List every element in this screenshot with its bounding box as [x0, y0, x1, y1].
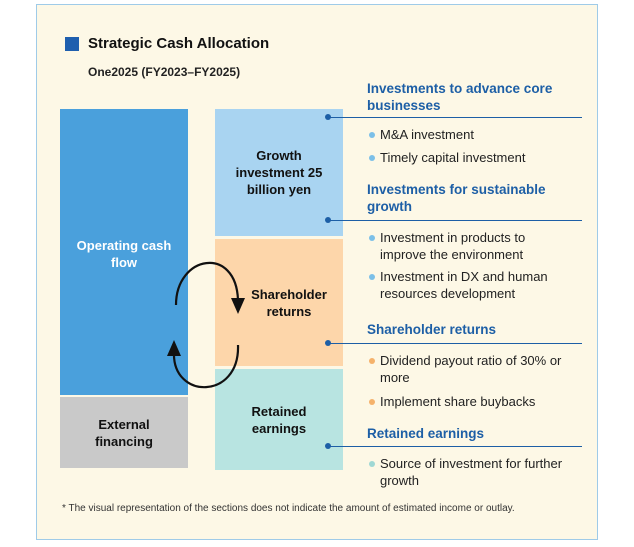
section-dot	[325, 114, 331, 120]
section-dot	[325, 340, 331, 346]
bullet-text: Dividend payout ratio of 30% or more	[380, 353, 562, 385]
bullet-dot	[369, 399, 375, 405]
arrowhead	[231, 298, 245, 314]
title: Strategic Cash Allocation	[88, 35, 270, 52]
bullet-text: Source of investment for further growth	[380, 456, 563, 488]
section-rule	[328, 343, 582, 344]
section-rule	[328, 446, 582, 447]
source-box: External financing	[60, 397, 188, 468]
bullet-dot	[369, 274, 375, 280]
section-heading: Retained earnings	[367, 426, 485, 441]
section-heading: Investments for sustainable growth	[367, 182, 546, 214]
footnote: * The visual representation of the secti…	[62, 503, 515, 514]
section-rule	[328, 220, 582, 221]
bullet-dot	[369, 235, 375, 241]
bullet-dot	[369, 461, 375, 467]
subtitle: One2025 (FY2023–FY2025)	[88, 65, 241, 79]
use-box: Growth investment 25 billion yen	[215, 109, 343, 236]
section-rule	[328, 117, 582, 118]
section-dot	[325, 443, 331, 449]
source-box: Operating cash flow	[60, 109, 188, 395]
bullet-text: Investment in products to improve the en…	[380, 230, 526, 262]
bullet-text: M&A investment	[380, 127, 474, 142]
section-heading: Shareholder returns	[367, 322, 497, 337]
arrow-arc	[172, 344, 240, 389]
title-marker	[65, 37, 79, 51]
use-box: Retained earnings	[215, 369, 343, 470]
bullet-dot	[369, 358, 375, 364]
bullet-text: Implement share buybacks	[380, 394, 536, 409]
bullet-text: Timely capital investment	[380, 150, 526, 165]
section-dot	[325, 217, 331, 223]
arrow-arc	[174, 261, 240, 306]
section-heading: Investments to advance core businesses	[367, 81, 553, 113]
bullet-dot	[369, 155, 375, 161]
arrowhead	[167, 340, 181, 356]
bullet-text: Investment in DX and human resources dev…	[380, 269, 548, 301]
bullet-dot	[369, 132, 375, 138]
